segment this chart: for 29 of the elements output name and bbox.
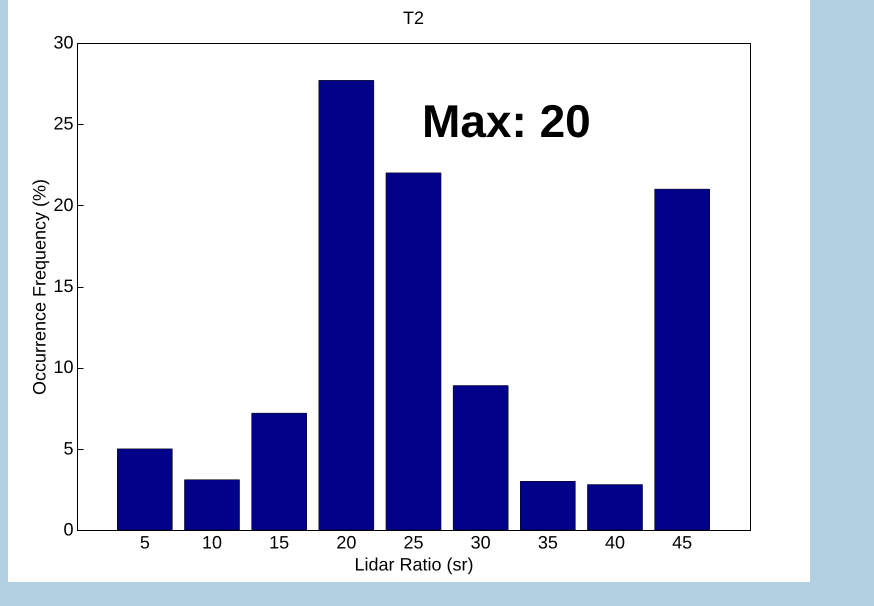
- y-tick-label: 30: [53, 32, 74, 52]
- y-tick-label: 5: [63, 438, 74, 458]
- x-tick-label: 15: [269, 532, 290, 552]
- x-tick-label: 20: [336, 532, 356, 552]
- x-tick-label: 10: [202, 532, 222, 552]
- y-tick-label: 10: [53, 357, 74, 378]
- bar: [587, 484, 643, 530]
- chart-title: T2: [402, 8, 424, 28]
- bar: [654, 188, 710, 530]
- bar: [452, 385, 508, 530]
- bar: [386, 172, 442, 530]
- x-tick-label: 40: [604, 532, 626, 552]
- y-tick-label: 0: [63, 520, 74, 540]
- y-tick-label: 15: [53, 276, 74, 296]
- y-tick-label: 25: [53, 114, 74, 134]
- bar: [117, 448, 173, 530]
- annotation: Max: 20: [422, 95, 591, 147]
- x-tick-label: 45: [672, 532, 692, 552]
- x-axis-title: Lidar Ratio (sr): [354, 554, 474, 574]
- bar: [251, 412, 307, 530]
- x-tick-label: 25: [403, 532, 424, 552]
- x-tick-label: 35: [538, 532, 558, 552]
- bar: [318, 80, 374, 530]
- x-tick-label: 5: [140, 532, 150, 552]
- bar: [184, 479, 240, 530]
- y-axis-title: Occurrence Frequency (%): [29, 178, 50, 396]
- bar: [520, 481, 576, 530]
- y-tick-label: 20: [53, 194, 74, 215]
- x-tick-label: 30: [470, 532, 491, 552]
